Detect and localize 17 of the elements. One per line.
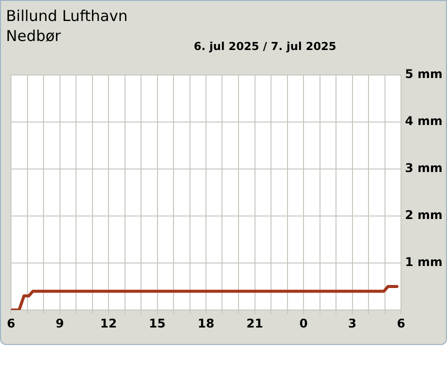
y-tick-label: 5 mm <box>405 67 443 82</box>
x-tick-label: 6 <box>6 316 16 330</box>
text: 6. jul 2025 / 7. jul 2025 <box>194 40 336 53</box>
x-tick-label: 18 <box>198 316 214 330</box>
x-tick-label: 0 <box>299 316 308 330</box>
chart-title: Billund Lufthavn <box>6 7 128 25</box>
x-tick-label: 6 <box>396 316 406 330</box>
y-tick-label: 1 mm <box>405 255 443 270</box>
x-tick-label: 12 <box>100 316 117 330</box>
x-tick-label: 9 <box>56 316 64 330</box>
x-tick-label: 3 <box>348 316 356 330</box>
y-tick-label: 4 mm <box>405 114 443 128</box>
x-tick-label: 15 <box>148 316 166 330</box>
y-tick-label: 3 mm <box>405 161 443 176</box>
y-tick-label: 2 mm <box>405 208 443 222</box>
x-tick-label: 21 <box>246 316 264 330</box>
chart-subtitle: Nedbør <box>6 27 62 45</box>
